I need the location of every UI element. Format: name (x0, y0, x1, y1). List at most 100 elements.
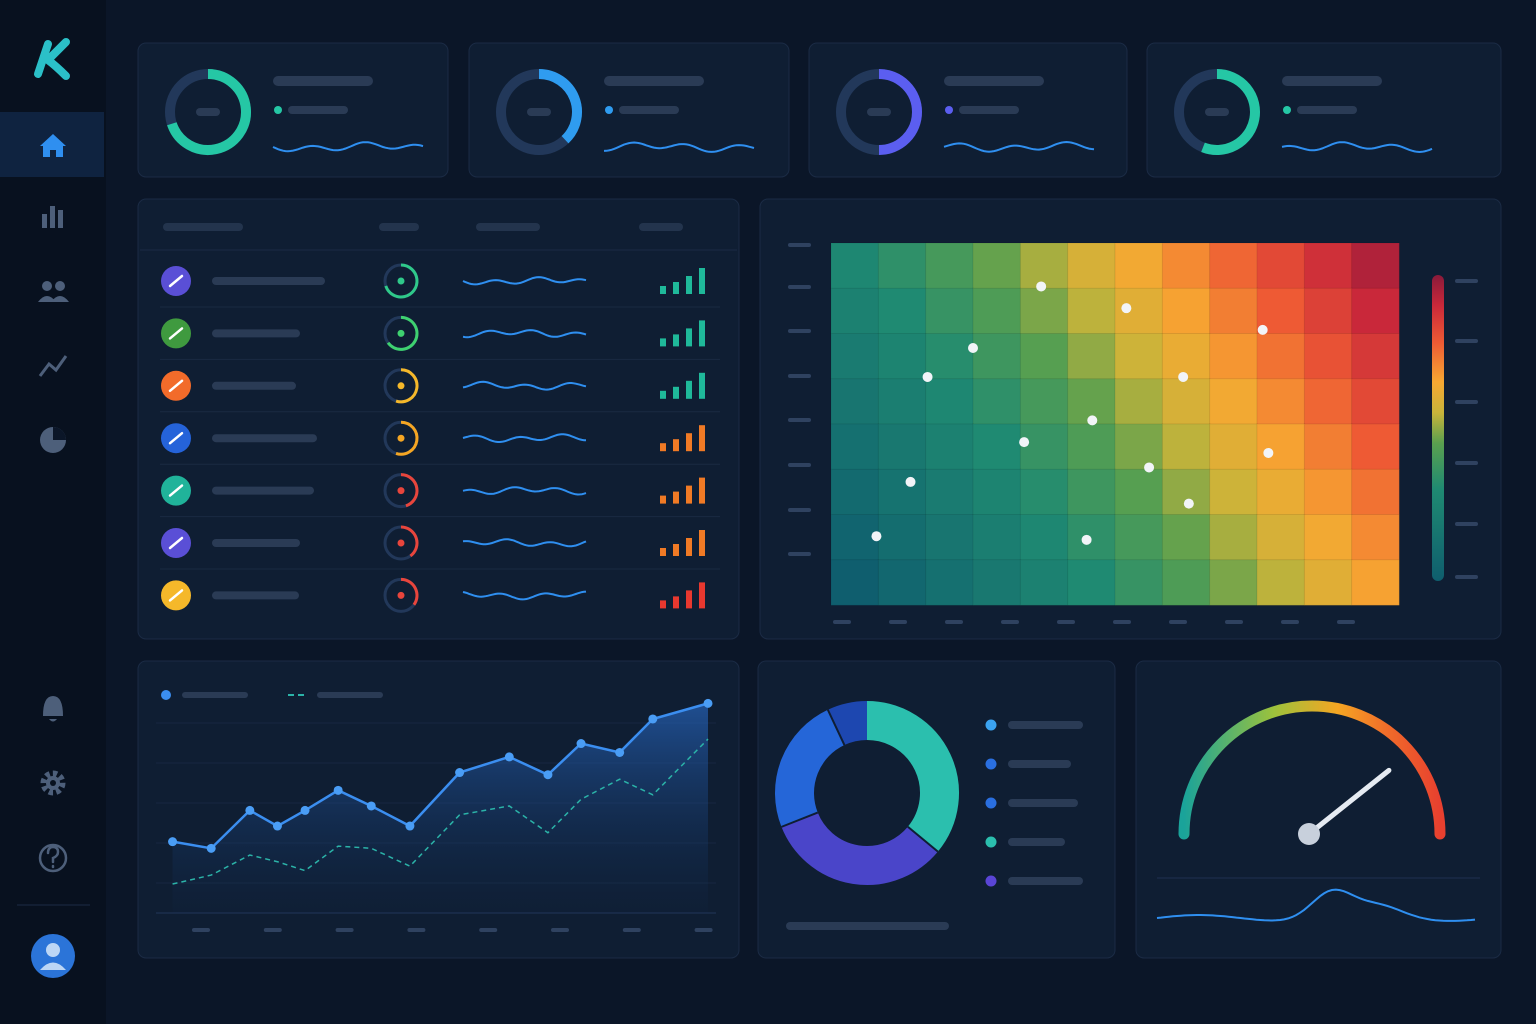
row-bar (673, 334, 679, 347)
placeholder-text (1008, 877, 1083, 885)
line-point (245, 805, 255, 815)
colorbar (1432, 275, 1444, 581)
kpi-dot (274, 106, 282, 114)
heatmap-cell (1209, 423, 1258, 471)
row-icon-glyph (168, 431, 184, 445)
heatmap-cell (925, 423, 974, 471)
heatmap-cell (1019, 559, 1069, 606)
heatmap-cell (925, 514, 974, 561)
placeholder-text (959, 106, 1019, 114)
line-point (272, 821, 282, 831)
line-point (168, 837, 178, 847)
kpi-ring (1201, 69, 1260, 155)
row-icon-glyph (168, 484, 184, 497)
donut-segment (781, 811, 938, 885)
placeholder-text (192, 928, 210, 932)
placeholder-text (788, 374, 811, 378)
placeholder-text (1282, 76, 1382, 86)
row-ring-dot (397, 277, 405, 285)
sparkline (462, 486, 587, 496)
heatmap-cell (1351, 378, 1400, 425)
placeholder-text (944, 76, 1044, 86)
heatmap-cell (1114, 287, 1164, 335)
heatmap-cell (1351, 423, 1400, 471)
placeholder-text (1297, 106, 1357, 114)
heatmap-cell (972, 287, 1022, 335)
heatmap-cell (1067, 333, 1116, 380)
placeholder-text (622, 928, 641, 932)
row-bar (673, 282, 679, 294)
placeholder-text (1008, 799, 1078, 807)
heatmap-cell (877, 378, 927, 425)
gauge-sparkline (1156, 888, 1476, 922)
row-ring (384, 263, 419, 299)
placeholder-text (196, 108, 220, 116)
row-ring-dot (397, 382, 405, 390)
nav-settings[interactable] (40, 770, 66, 796)
placeholder-text (212, 434, 317, 443)
row-ring-dot (397, 329, 405, 337)
avatar-body (40, 962, 66, 970)
nav-users-head (55, 281, 65, 291)
row-bar (673, 596, 679, 609)
heatmap-point (1036, 281, 1047, 292)
heatmap-cell (1209, 514, 1258, 561)
heatmap-cell (925, 287, 974, 335)
heatmap-cell (972, 242, 1022, 290)
row-bar (699, 582, 705, 609)
row-bar (699, 530, 705, 556)
heatmap-cell (877, 287, 927, 335)
heatmap-cell (1303, 242, 1353, 290)
heatmap-cell (1209, 559, 1258, 606)
line-point (543, 770, 553, 780)
placeholder-text (527, 108, 551, 116)
nav-home[interactable] (40, 134, 66, 157)
heatmap-cell (1067, 242, 1116, 290)
nav-chart-bar (42, 214, 47, 228)
sparkline (462, 380, 587, 391)
placeholder-text (1455, 400, 1478, 404)
placeholder-text (407, 928, 426, 932)
heatmap-point (1087, 415, 1098, 426)
heatmap-cell (1256, 559, 1306, 606)
placeholder-text (788, 463, 811, 467)
nav-help[interactable] (38, 843, 68, 873)
row-icon-glyph (168, 379, 184, 393)
placeholder-text (889, 620, 907, 624)
placeholder-text (867, 108, 891, 116)
heatmap-cell (1303, 378, 1353, 425)
placeholder-text (1455, 575, 1478, 579)
heatmap-cell (830, 242, 880, 290)
row-icon-glyph (168, 589, 184, 602)
nav-bell[interactable] (43, 696, 63, 722)
donut-segment (827, 701, 868, 746)
row-bar (660, 548, 666, 556)
nav-chart-bar (58, 210, 63, 228)
row-ring (400, 525, 419, 558)
row-ring (400, 473, 419, 508)
heatmap-cell (925, 468, 974, 516)
heatmap-cell (1161, 468, 1211, 516)
heatmap-cell (830, 559, 880, 606)
gauge-hub (1298, 823, 1320, 845)
heatmap-cell (1256, 423, 1306, 471)
heatmap-cell (925, 559, 974, 606)
donut-gap (826, 709, 846, 746)
heatmap-cell (1019, 423, 1069, 471)
legend-dot (985, 758, 997, 770)
heatmap-cell (1303, 468, 1353, 516)
placeholder-text (479, 928, 498, 932)
placeholder-text (945, 620, 963, 624)
row-ring (386, 315, 419, 351)
row-bar (699, 320, 705, 347)
kpi-ring (538, 69, 582, 144)
heatmap-cell (1303, 514, 1353, 561)
heatmap-cell (1209, 287, 1258, 335)
heatmap-cell (1209, 468, 1258, 516)
nav-pie-slice (53, 427, 66, 440)
placeholder-text (1008, 721, 1083, 729)
heatmap-point (1263, 447, 1274, 458)
row-bar (686, 485, 692, 504)
placeholder-text (1455, 461, 1478, 465)
heatmap-point (905, 476, 916, 487)
